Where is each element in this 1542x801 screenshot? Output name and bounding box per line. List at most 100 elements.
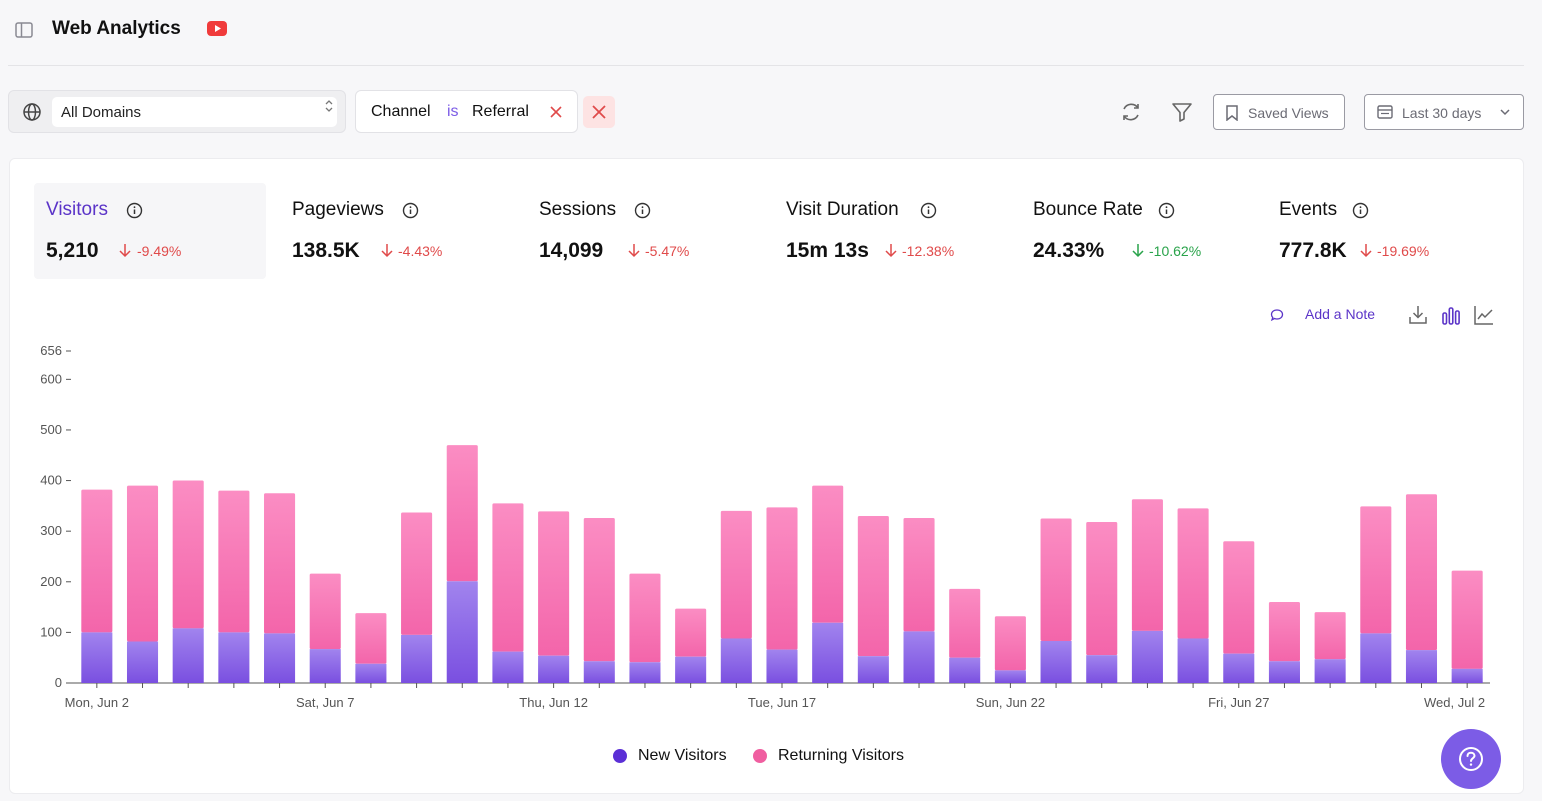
bar-returning-visitors [720,510,752,639]
bar-new-visitors [720,638,752,683]
bar-returning-visitors [126,485,159,642]
legend-new-visitors[interactable]: New Visitors [638,747,727,764]
bar-returning-visitors [309,573,341,650]
metric-label: Bounce Rate [1033,199,1143,220]
clear-filters-button[interactable] [583,96,615,128]
y-tick-label: 656 [40,343,62,358]
bar-new-visitors [583,661,615,683]
arrow-down-icon [885,244,897,258]
bar-returning-visitors [81,489,113,633]
arrow-down-icon [1132,244,1144,258]
filter-icon[interactable] [1170,100,1194,124]
bar-new-visitors [1086,655,1118,683]
sidebar-toggle-icon[interactable] [14,20,34,40]
bar-returning-visitors [1451,570,1483,669]
info-icon[interactable] [402,202,419,219]
bar-new-visitors [1131,630,1163,683]
bar-returning-visitors [218,490,250,633]
bar-returning-visitors [401,512,433,635]
bar-new-visitors [675,656,707,683]
bar-returning-visitors [994,616,1026,671]
info-icon[interactable] [920,202,937,219]
bar-new-visitors [857,656,889,683]
metric-visit-duration[interactable]: Visit Duration 15m 13s -12.38% [774,183,1006,279]
analytics-card: Visitors 5,210 -9.49% Pageviews 138.5K -… [9,158,1524,794]
metric-label: Pageviews [292,199,384,220]
metric-value: 24.33% [1033,239,1105,262]
add-note-button[interactable]: Add a Note [1269,305,1389,325]
metric-label: Visitors [46,199,108,220]
legend-returning-visitors[interactable]: Returning Visitors [778,747,904,764]
bar-new-visitors [538,655,570,683]
metric-visitors[interactable]: Visitors 5,210 -9.49% [34,183,266,279]
globe-icon [23,103,41,121]
bar-new-visitors [126,641,159,683]
youtube-icon[interactable] [207,21,227,36]
legend-returning-visitors-swatch [753,749,767,763]
arrow-down-icon [119,244,131,258]
info-icon[interactable] [126,202,143,219]
metric-change: -19.69% [1377,243,1430,259]
metric-change: -4.43% [398,243,443,259]
bar-returning-visitors [1040,518,1072,641]
metric-change: -10.62% [1149,243,1202,259]
filter-key: Channel [371,103,431,120]
bar-new-visitors [994,670,1026,683]
saved-views-button[interactable]: Saved Views [1213,94,1345,130]
bar-new-visitors [401,634,433,683]
bar-new-visitors [1040,640,1072,683]
x-tick-label: Fri, Jun 27 [1208,695,1269,710]
y-tick-label: 0 [55,675,62,690]
saved-views-label: Saved Views [1248,105,1329,121]
y-tick-label: 300 [40,523,62,538]
remove-filter-icon[interactable] [549,105,563,119]
bar-returning-visitors [1314,612,1346,660]
bar-new-visitors [1268,661,1300,683]
bar-chart-icon[interactable] [1440,304,1462,326]
bar-new-visitors [309,649,341,683]
bar-returning-visitors [538,511,570,656]
bar-returning-visitors [1268,602,1300,662]
info-icon[interactable] [634,202,651,219]
x-tick-label: Mon, Jun 2 [65,695,129,710]
metric-label: Visit Duration [786,199,899,220]
metric-change: -5.47% [645,243,690,259]
filter-value: Referral [472,103,529,120]
domain-select-field[interactable]: All Domains [52,97,337,127]
download-icon[interactable] [1407,304,1429,326]
y-tick-label: 600 [40,371,62,386]
bar-returning-visitors [629,573,661,663]
domain-select[interactable]: All Domains [8,90,346,133]
info-icon[interactable] [1158,202,1175,219]
metric-bounce-rate[interactable]: Bounce Rate 24.33% -10.62% [1021,183,1253,279]
metric-sessions[interactable]: Sessions 14,099 -5.47% [527,183,759,279]
bar-returning-visitors [766,507,798,650]
help-button[interactable] [1441,729,1501,789]
metric-pageviews[interactable]: Pageviews 138.5K -4.43% [280,183,512,279]
y-tick-label: 100 [40,624,62,639]
date-range-select[interactable]: Last 30 days [1364,94,1524,130]
comment-icon [1270,309,1284,322]
legend-new-visitors-swatch [613,749,627,763]
filter-chip[interactable]: Channel is Referral [355,90,578,133]
chevron-down-icon [1500,109,1510,116]
bar-new-visitors [446,581,478,683]
metric-change: -9.49% [137,243,182,259]
header-divider [8,65,1524,66]
info-icon[interactable] [1352,202,1369,219]
bookmark-icon [1226,105,1238,121]
bar-returning-visitors [857,515,889,657]
bar-returning-visitors [1223,541,1255,654]
line-chart-icon[interactable] [1473,304,1495,326]
x-tick-label: Sun, Jun 22 [976,695,1045,710]
x-tick-label: Thu, Jun 12 [519,695,588,710]
metric-value: 5,210 [46,239,99,262]
refresh-icon[interactable] [1119,100,1143,124]
metric-value: 14,099 [539,239,604,262]
metric-events[interactable]: Events 777.8K -19.69% [1267,183,1499,279]
y-tick-label: 500 [40,422,62,437]
bar-returning-visitors [675,608,707,657]
top-bar: Web Analytics [0,0,1542,66]
bar-returning-visitors [1405,494,1438,651]
bar-returning-visitors [264,493,296,634]
